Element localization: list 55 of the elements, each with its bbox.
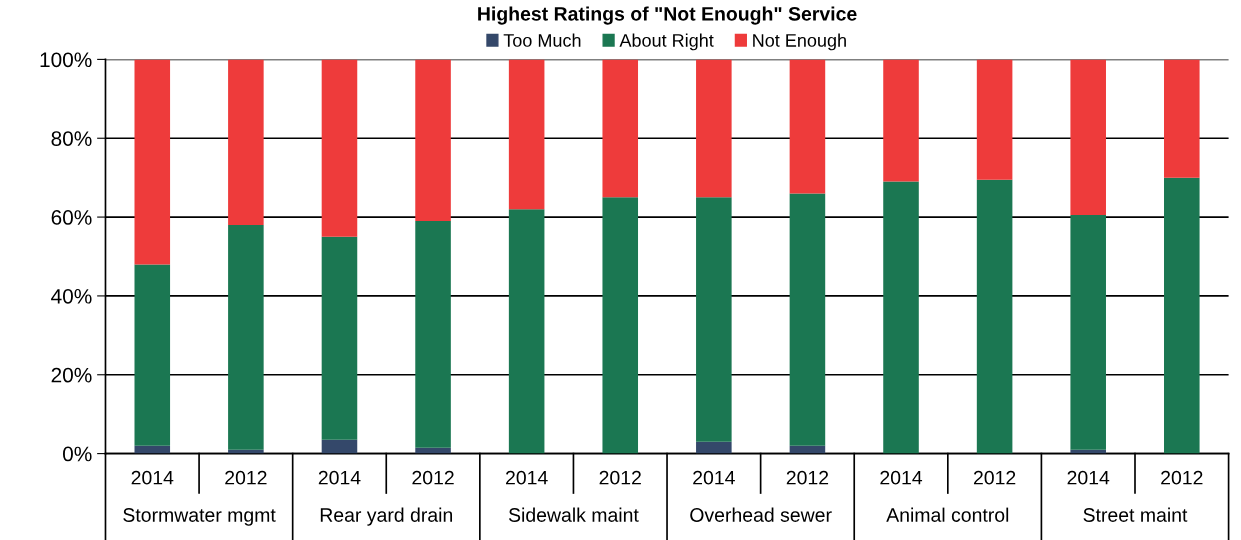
- x-tick-label: 2012: [599, 470, 641, 485]
- bar: [1164, 59, 1200, 178]
- bar: [883, 181, 919, 454]
- bar: [134, 59, 171, 265]
- x-tick-label: 2012: [412, 470, 454, 485]
- x-tick-label: 2014: [1067, 470, 1110, 485]
- bar: [602, 197, 639, 454]
- y-tick-label: 60%: [51, 210, 92, 225]
- x-tick-label: 2014: [506, 470, 548, 485]
- x-tick-label: 2014: [693, 470, 735, 485]
- text: Overhead sewer: [690, 507, 832, 522]
- bar: [415, 59, 451, 222]
- text: Rear yard drain: [320, 507, 453, 526]
- bar: [976, 59, 1013, 180]
- x-tick-label: 2014: [880, 470, 923, 485]
- y-tick-label: 100%: [40, 52, 92, 68]
- bar: [1070, 59, 1106, 216]
- bar: [696, 59, 732, 198]
- bar: [134, 445, 171, 454]
- bar: [508, 59, 545, 210]
- bar: [508, 209, 545, 454]
- x-tick-label: 2014: [318, 470, 361, 485]
- x-tick-label: 2012: [786, 470, 829, 485]
- bar: [883, 59, 919, 182]
- bar: [1164, 177, 1200, 454]
- y-tick-label: 40%: [51, 288, 92, 304]
- bar: [228, 224, 264, 450]
- y-tick-label: 80%: [51, 131, 92, 146]
- text: Animal control: [886, 507, 1009, 522]
- bar: [321, 439, 358, 454]
- bar: [321, 59, 358, 237]
- bar: [415, 221, 451, 448]
- bar: [976, 179, 1013, 454]
- chart-title: Highest Ratings of "Not Enough" Service: [478, 6, 857, 25]
- legend-label: About Right: [619, 33, 714, 51]
- bar: [789, 193, 826, 446]
- y-tick-label: 20%: [51, 367, 92, 383]
- x-tick-label: 2012: [1161, 470, 1203, 485]
- legend-label: Too Much: [503, 33, 581, 47]
- bar: [134, 264, 171, 446]
- x-tick-label: 2012: [973, 470, 1016, 485]
- text: Sidewalk maint: [508, 507, 639, 522]
- y-tick-label: 0%: [62, 446, 92, 462]
- bar: [696, 441, 732, 454]
- bar: [228, 59, 264, 225]
- bar: [602, 59, 639, 198]
- bar: [789, 59, 826, 194]
- x-tick-label: 2014: [131, 470, 174, 485]
- x-tick-label: 2012: [225, 470, 267, 485]
- text: Stormwater mgmt: [123, 508, 276, 526]
- legend-label: Not Enough: [753, 33, 846, 51]
- bar: [1070, 215, 1106, 450]
- bar: [321, 236, 358, 440]
- text: Street maint: [1083, 507, 1188, 522]
- bar: [696, 197, 732, 442]
